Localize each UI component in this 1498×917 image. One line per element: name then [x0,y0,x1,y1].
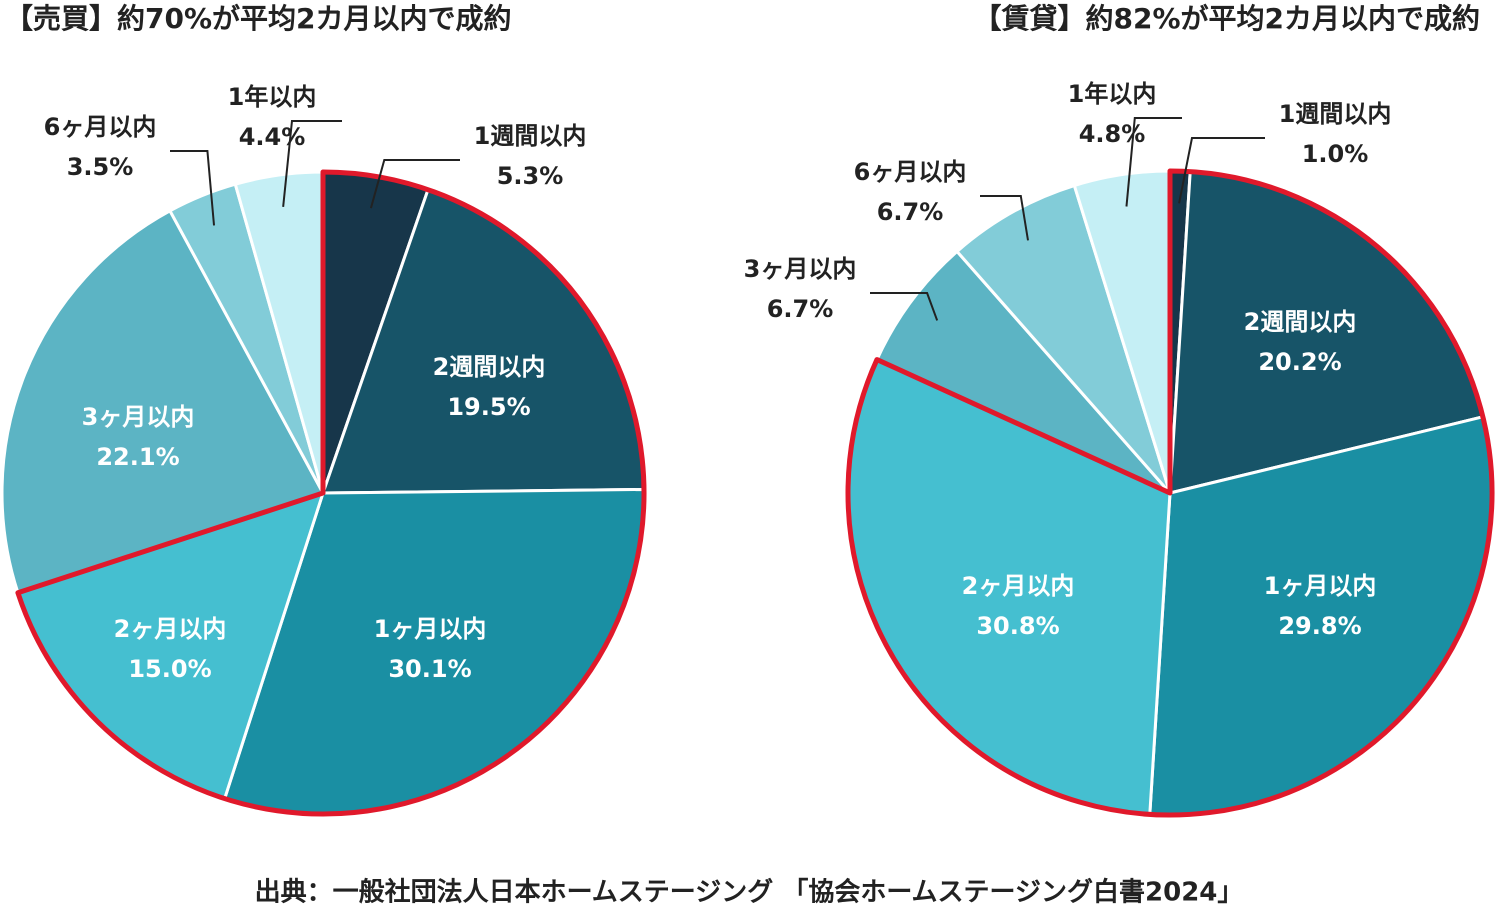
leader-line [170,150,216,226]
slice-category-label: 1年以内 [228,83,317,111]
slice-category-label: 6ヶ月以内 [854,158,967,186]
slice-category-label: 3ヶ月以内 [744,255,857,283]
slice-category-label: 6ヶ月以内 [44,113,157,141]
slice-category-label: 3ヶ月以内 [82,403,195,431]
slice-category-label: 1年以内 [1068,80,1157,108]
source-note: 出典：一般社団法人日本ホームステージング 「協会ホームステージング白書2024」 [255,877,1244,908]
leader-line [282,120,342,207]
slice-value-label: 30.1% [388,655,471,683]
slice-value-label: 30.8% [976,612,1059,640]
chart-title: 【売買】約70%が平均2カ月以内で成約 [5,2,512,35]
slice-value-label: 6.7% [877,198,944,226]
slice-value-label: 3.5% [67,153,134,181]
slice-category-label: 2週間以内 [433,353,546,381]
slice-value-label: 6.7% [767,295,834,323]
leader-line [369,159,460,209]
slice-category-label: 2週間以内 [1244,308,1357,336]
slice-value-label: 29.8% [1278,612,1361,640]
slice-value-label: 19.5% [447,393,530,421]
slice-value-label: 20.2% [1258,348,1341,376]
highlight-outline [845,168,1495,818]
chart-title: 【賃貸】約82%が平均2カ月以内で成約 [973,2,1480,35]
slice-category-label: 1ヶ月以内 [1264,572,1377,600]
slice-value-label: 4.8% [1079,120,1146,148]
slice-category-label: 1週間以内 [474,122,587,150]
slice-value-label: 22.1% [96,443,179,471]
slice-category-label: 1ヶ月以内 [374,615,487,643]
leader-line [1178,137,1265,204]
pie-slice [874,249,1172,495]
slice-category-label: 2ヶ月以内 [114,615,227,643]
slice-category-label: 2ヶ月以内 [962,572,1075,600]
slice-value-label: 1.0% [1302,140,1369,168]
slice-value-label: 5.3% [497,162,564,190]
leader-line [980,195,1029,241]
leader-line [870,292,939,321]
highlight-outline [15,169,647,817]
pie-slice [0,208,326,595]
slice-category-label: 1週間以内 [1279,100,1392,128]
pie-slice [954,183,1172,494]
slice-value-label: 4.4% [239,123,306,151]
leader-line [1125,117,1182,207]
slice-value-label: 15.0% [128,655,211,683]
